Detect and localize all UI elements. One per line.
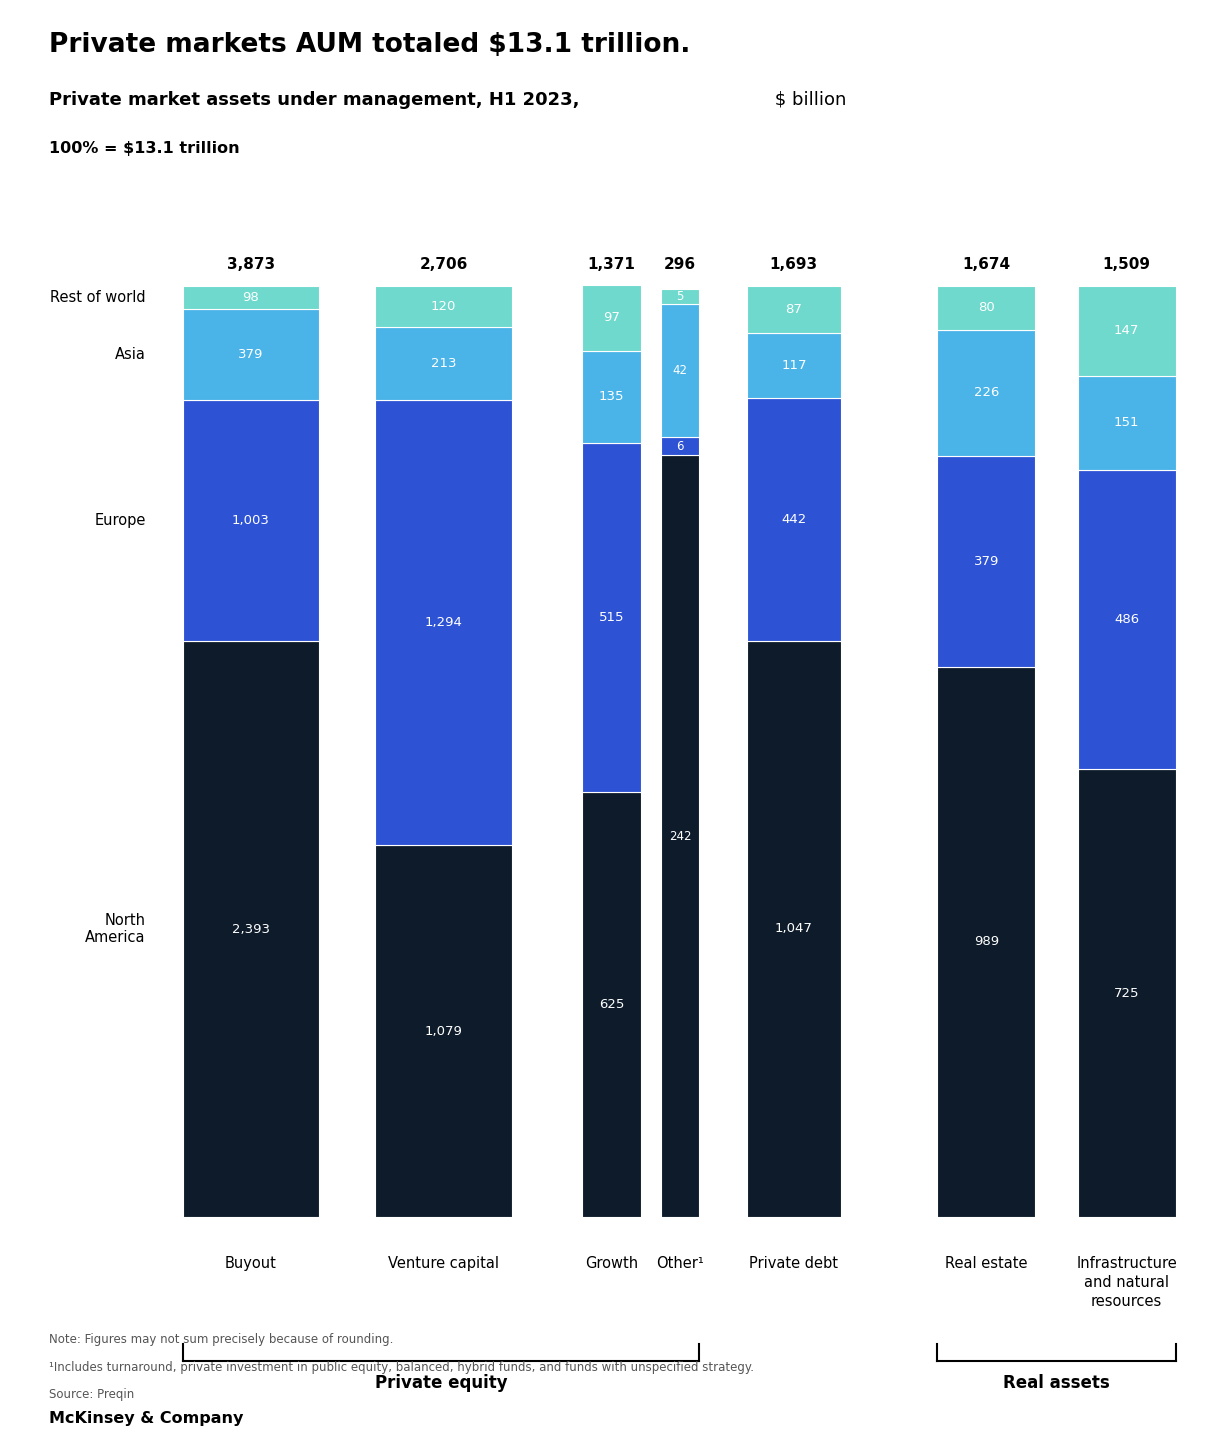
- Text: 1,047: 1,047: [775, 923, 813, 936]
- Text: 486: 486: [1114, 613, 1139, 626]
- Bar: [375, 327, 512, 400]
- Text: 725: 725: [1114, 986, 1139, 999]
- Bar: [1077, 376, 1176, 469]
- Text: 135: 135: [599, 390, 625, 403]
- Text: 242: 242: [669, 829, 691, 842]
- Text: 1,294: 1,294: [424, 616, 462, 629]
- Bar: [1077, 285, 1176, 376]
- Bar: [937, 456, 1036, 667]
- Text: Rest of world: Rest of world: [50, 289, 146, 305]
- Bar: [937, 667, 1036, 1217]
- Text: 1,693: 1,693: [770, 258, 818, 272]
- Bar: [661, 304, 700, 436]
- Text: $ billion: $ billion: [769, 91, 846, 109]
- Text: 151: 151: [1114, 416, 1139, 429]
- Text: 296: 296: [664, 258, 696, 272]
- Text: 97: 97: [603, 311, 620, 324]
- Bar: [661, 455, 700, 1217]
- Text: 226: 226: [974, 386, 999, 399]
- Text: 1,674: 1,674: [962, 258, 1011, 272]
- Text: 442: 442: [781, 513, 807, 526]
- Bar: [183, 400, 320, 641]
- Bar: [937, 285, 1036, 330]
- Bar: [582, 285, 642, 351]
- Bar: [661, 436, 700, 455]
- Bar: [375, 285, 512, 327]
- Text: Note: Figures may not sum precisely because of rounding.: Note: Figures may not sum precisely beca…: [49, 1333, 394, 1346]
- Text: 3,873: 3,873: [226, 258, 276, 272]
- Text: Private market assets under management, H1 2023,: Private market assets under management, …: [49, 91, 579, 109]
- Text: 1,371: 1,371: [588, 258, 636, 272]
- Text: 147: 147: [1114, 324, 1139, 337]
- Text: 2,706: 2,706: [419, 258, 467, 272]
- Bar: [582, 792, 642, 1217]
- Text: 87: 87: [786, 302, 802, 315]
- Text: 515: 515: [599, 611, 625, 624]
- Bar: [1077, 469, 1176, 769]
- Text: ¹Includes turnaround, private investment in public equity, balanced, hybrid fund: ¹Includes turnaround, private investment…: [49, 1361, 754, 1374]
- Text: Real estate: Real estate: [945, 1257, 1028, 1272]
- Text: 989: 989: [974, 935, 999, 948]
- Text: North
America: North America: [85, 913, 146, 945]
- Text: 1,079: 1,079: [424, 1025, 462, 1038]
- Text: 98: 98: [242, 291, 260, 304]
- Text: 117: 117: [781, 359, 807, 372]
- Text: 80: 80: [978, 301, 995, 314]
- Text: Buyout: Buyout: [225, 1257, 277, 1272]
- Bar: [747, 334, 841, 397]
- Text: Private debt: Private debt: [749, 1257, 839, 1272]
- Text: McKinsey & Company: McKinsey & Company: [49, 1411, 244, 1426]
- Bar: [1077, 769, 1176, 1217]
- Bar: [937, 330, 1036, 456]
- Text: Source: Preqin: Source: Preqin: [49, 1388, 134, 1401]
- Bar: [183, 310, 320, 400]
- Text: 379: 379: [974, 554, 999, 567]
- Text: Europe: Europe: [95, 514, 146, 528]
- Text: Private equity: Private equity: [375, 1374, 507, 1392]
- Text: 6: 6: [676, 439, 684, 452]
- Text: 100% = $13.1 trillion: 100% = $13.1 trillion: [49, 141, 240, 156]
- Text: 5: 5: [676, 289, 684, 302]
- Text: Asia: Asia: [116, 347, 146, 363]
- Text: Venture capital: Venture capital: [389, 1257, 499, 1272]
- Bar: [183, 641, 320, 1217]
- Bar: [375, 400, 512, 845]
- Text: 1,509: 1,509: [1102, 258, 1150, 272]
- Text: 379: 379: [239, 348, 263, 361]
- Text: 2,393: 2,393: [232, 923, 269, 936]
- Bar: [375, 845, 512, 1217]
- Text: 625: 625: [599, 998, 625, 1011]
- Bar: [183, 285, 320, 310]
- Bar: [582, 442, 642, 792]
- Bar: [747, 397, 841, 641]
- Text: 42: 42: [673, 364, 688, 377]
- Text: 120: 120: [430, 300, 456, 312]
- Bar: [747, 641, 841, 1217]
- Text: Real assets: Real assets: [1004, 1374, 1109, 1392]
- Bar: [661, 289, 700, 304]
- Text: 213: 213: [430, 357, 456, 370]
- Text: Infrastructure
and natural
resources: Infrastructure and natural resources: [1076, 1257, 1177, 1309]
- Bar: [747, 285, 841, 334]
- Bar: [582, 351, 642, 442]
- Text: 1,003: 1,003: [232, 514, 269, 527]
- Text: Other¹: Other¹: [656, 1257, 704, 1272]
- Text: Growth: Growth: [585, 1257, 638, 1272]
- Text: Private markets AUM totaled $13.1 trillion.: Private markets AUM totaled $13.1 trilli…: [49, 32, 690, 58]
